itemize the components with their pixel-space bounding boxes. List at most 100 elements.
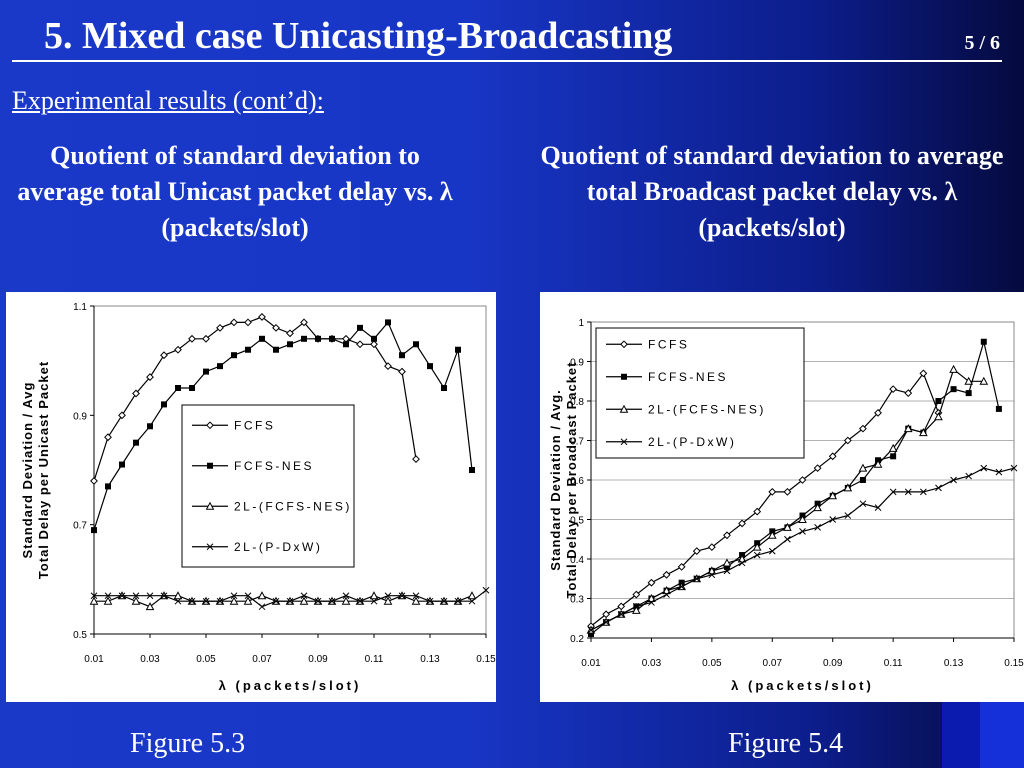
- data-point: [753, 507, 762, 516]
- data-point: [1010, 464, 1018, 472]
- data-point: [145, 602, 155, 611]
- data-point: [244, 318, 252, 327]
- legend-marker: [620, 438, 628, 446]
- data-point: [678, 583, 685, 591]
- legend-marker: [619, 404, 629, 413]
- x-tick-label: 0.11: [365, 654, 384, 665]
- data-point: [229, 596, 239, 605]
- x-axis-label: λ (packets/slot): [219, 678, 362, 693]
- slide-title: 5. Mixed case Unicasting-Broadcasting: [44, 15, 673, 57]
- legend-entry: FCFS: [234, 418, 275, 432]
- data-point: [752, 542, 762, 551]
- data-point: [888, 443, 898, 452]
- x-tick-label: 0.01: [581, 658, 601, 669]
- caption-right: Quotient of standard deviation to averag…: [540, 141, 1004, 242]
- data-point: [889, 488, 897, 496]
- data-point: [356, 340, 364, 349]
- data-point: [188, 597, 196, 605]
- data-point: [90, 477, 98, 485]
- data-point: [300, 318, 308, 327]
- data-point: [662, 570, 671, 579]
- data-point: [768, 487, 777, 496]
- data-point: [174, 597, 182, 605]
- data-point: [904, 488, 912, 496]
- data-point: [356, 597, 364, 605]
- data-point: [370, 597, 378, 605]
- x-tick-label: 0.07: [252, 654, 272, 665]
- data-point: [799, 527, 806, 535]
- y-tick-label: 1: [578, 318, 584, 329]
- data-point: [950, 476, 957, 484]
- data-point: [189, 385, 195, 391]
- data-point: [663, 591, 670, 598]
- data-point: [829, 516, 837, 523]
- data-point: [398, 592, 406, 600]
- slide-subtitle: Experimental results (cont’d):: [12, 86, 324, 115]
- data-point: [753, 551, 761, 559]
- x-tick-label: 0.01: [84, 654, 104, 665]
- data-point: [230, 592, 238, 600]
- data-point: [617, 602, 626, 611]
- data-point: [903, 424, 913, 433]
- data-point: [243, 596, 253, 605]
- data-point: [259, 335, 265, 342]
- data-point: [919, 369, 928, 378]
- y-tick-label: 0.4: [570, 555, 584, 566]
- legend-marker: [206, 421, 214, 430]
- data-point: [357, 324, 363, 331]
- data-point: [104, 433, 112, 442]
- series-1: [587, 369, 943, 631]
- data-point: [707, 566, 717, 575]
- data-point: [843, 436, 852, 445]
- data-point: [272, 323, 280, 332]
- data-point: [588, 631, 594, 638]
- y-tick-label: 0.7: [73, 521, 87, 532]
- legend-entry: FCFS-NES: [234, 459, 314, 473]
- data-point: [784, 535, 791, 543]
- data-point: [384, 362, 392, 371]
- data-point: [329, 335, 335, 342]
- data-point: [231, 352, 237, 359]
- data-point: [455, 346, 461, 353]
- series-4: [90, 586, 490, 611]
- series-line: [93, 321, 473, 531]
- legend-entry: 2L-(FCFS-NES): [648, 402, 766, 416]
- data-point: [737, 554, 747, 563]
- x-tick-label: 0.03: [140, 654, 160, 665]
- data-point: [384, 592, 392, 600]
- data-point: [230, 318, 238, 327]
- legend-entry: 2L-(FCFS-NES): [234, 499, 352, 513]
- data-point: [370, 340, 378, 349]
- data-point: [286, 597, 294, 605]
- y-axis-label: Standard Deviation / Avg.Total Delay per…: [548, 362, 579, 599]
- data-point: [341, 596, 351, 605]
- y-tick-label: 0.2: [570, 634, 584, 645]
- caption-left: Quotient of standard deviation to averag…: [17, 141, 453, 242]
- data-point: [146, 592, 154, 600]
- data-point: [383, 596, 393, 605]
- data-point: [935, 398, 942, 404]
- data-point: [454, 597, 462, 605]
- data-point: [783, 522, 792, 531]
- data-point: [314, 597, 322, 605]
- data-point: [723, 531, 731, 540]
- data-point: [398, 367, 406, 376]
- data-point: [874, 408, 882, 417]
- data-point: [979, 376, 989, 385]
- data-point: [299, 596, 309, 605]
- data-point: [257, 591, 267, 600]
- data-point: [890, 453, 897, 460]
- data-point: [964, 376, 974, 385]
- data-point: [328, 597, 336, 605]
- figure-label-right: Figure 5.4: [728, 728, 844, 759]
- series-2: [91, 319, 475, 534]
- data-point: [202, 597, 210, 605]
- data-point: [813, 464, 822, 473]
- y-axis-label: Standard Deviation / AvgTotal Delay per …: [20, 361, 51, 579]
- x-tick-label: 0.13: [420, 654, 440, 665]
- data-point: [677, 562, 686, 571]
- data-point: [707, 543, 716, 552]
- x-tick-label: 0.09: [823, 658, 843, 669]
- data-point: [980, 338, 987, 345]
- data-point: [904, 389, 913, 398]
